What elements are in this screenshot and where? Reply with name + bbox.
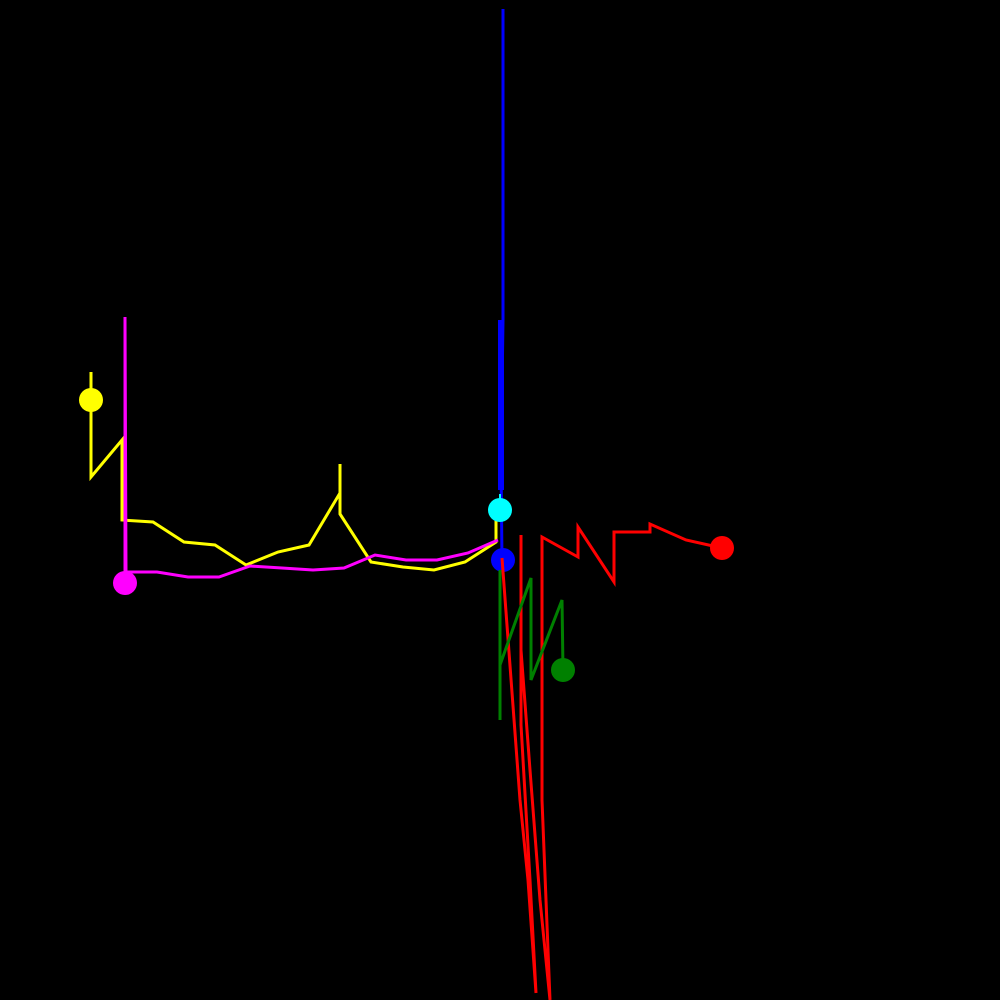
trace-red-line — [500, 521, 723, 1000]
trace-magenta-end-marker — [113, 571, 137, 595]
trace-red-end-marker — [710, 536, 734, 560]
trace-yellow-line — [89, 372, 498, 572]
trace-cyan — [488, 494, 512, 522]
trace-yellow-end-marker — [79, 388, 103, 412]
trace-red — [500, 521, 734, 1000]
trace-green — [498, 570, 575, 720]
trace-yellow — [79, 372, 498, 572]
trace-green-end-marker — [551, 658, 575, 682]
trace-cyan-end-marker — [488, 498, 512, 522]
trace-magenta — [113, 316, 499, 595]
trace-green-line — [498, 570, 565, 720]
trace-magenta-line — [123, 316, 499, 583]
